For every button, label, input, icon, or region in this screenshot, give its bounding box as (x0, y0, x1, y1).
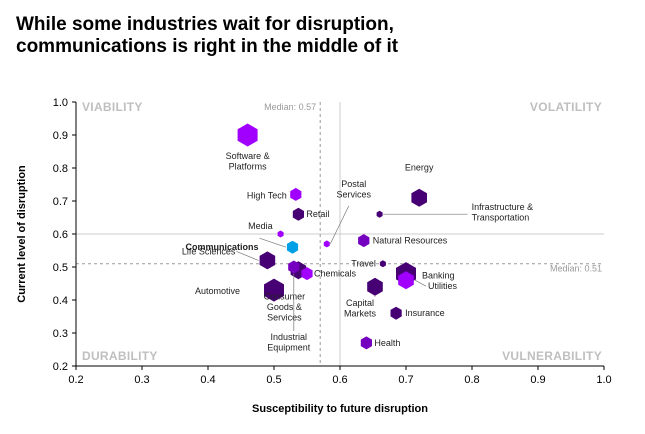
data-label: Infrastructure & (472, 202, 534, 212)
median-x-label: Median: 0.57 (264, 102, 316, 112)
data-point (323, 240, 330, 248)
x-tick-label: 0.6 (332, 374, 347, 386)
leader-line (236, 251, 259, 261)
data-label: Health (374, 338, 400, 348)
data-label: Energy (405, 163, 434, 173)
data-point (264, 278, 284, 302)
y-tick-label: 0.6 (53, 229, 68, 241)
y-tick-label: 0.7 (53, 196, 68, 208)
data-label: Transportation (472, 213, 530, 223)
data-label: Chemicals (314, 269, 357, 279)
data-point (358, 234, 370, 248)
data-label: Capital (346, 298, 374, 308)
quadrant-label-viability: VIABILITY (82, 100, 143, 114)
data-label: Services (267, 312, 302, 322)
data-point (411, 188, 427, 207)
y-tick-label: 0.4 (53, 295, 68, 307)
data-point (398, 271, 414, 290)
data-label: Communications (185, 242, 258, 252)
y-tick-label: 0.2 (53, 361, 68, 373)
leader-line (259, 237, 287, 248)
x-tick-label: 0.7 (398, 374, 413, 386)
data-point (290, 187, 302, 201)
data-label: Media (248, 221, 273, 231)
data-point (360, 336, 372, 350)
x-tick-label: 1.0 (596, 374, 611, 386)
x-tick-label: 0.2 (68, 374, 83, 386)
data-label: Natural Resources (373, 236, 448, 246)
data-label: Life Sciences (182, 246, 236, 256)
data-label: Equipment (267, 343, 311, 353)
data-label: Platforms (229, 162, 268, 172)
x-tick-label: 0.4 (200, 374, 215, 386)
chart-title: While some industries wait for disruptio… (16, 14, 398, 58)
data-point (367, 277, 383, 296)
data-label: Retail (306, 209, 329, 219)
data-point (292, 207, 304, 221)
data-label: Banking (422, 271, 455, 281)
title-line-1: While some industries wait for disruptio… (16, 14, 394, 35)
quadrant-label-durability: DURABILITY (82, 349, 158, 363)
y-tick-label: 0.3 (53, 328, 68, 340)
data-point (237, 123, 258, 147)
data-label: Services (337, 189, 372, 199)
data-label: Insurance (405, 308, 445, 318)
data-label: High Tech (247, 190, 287, 200)
data-label: Utilities (428, 281, 458, 291)
data-point (288, 260, 300, 274)
data-point (259, 251, 276, 270)
x-tick-label: 0.5 (266, 374, 281, 386)
quadrant-label-volatility: VOLATILITY (530, 100, 602, 114)
data-label: Markets (344, 308, 377, 318)
data-label: Postal (341, 179, 366, 189)
data-label: Consumer (264, 291, 306, 301)
quadrant-label-vulnerability: VULNERABILITY (502, 349, 602, 363)
data-label: Industrial (271, 332, 308, 342)
y-tick-label: 0.9 (53, 130, 68, 142)
y-axis-title: Current level of disruption (16, 165, 28, 303)
data-point (390, 306, 402, 320)
x-tick-label: 0.3 (134, 374, 149, 386)
x-tick-label: 0.9 (530, 374, 545, 386)
data-label: Goods & (267, 302, 302, 312)
data-point (286, 240, 299, 254)
data-point (301, 267, 313, 281)
data-point (277, 230, 284, 238)
x-axis-title: Susceptibility to future disruption (252, 403, 428, 415)
data-label: Travel (351, 259, 376, 269)
x-tick-label: 0.8 (464, 374, 479, 386)
data-label: Software & (226, 151, 270, 161)
y-tick-label: 0.8 (53, 163, 68, 175)
median-y-label: Median: 0.51 (550, 264, 602, 274)
y-tick-label: 0.5 (53, 262, 68, 274)
data-point (376, 210, 383, 218)
data-label: Automotive (195, 286, 240, 296)
leader-line (329, 205, 350, 245)
title-line-2: communications is right in the middle of… (16, 36, 399, 57)
leader-line (414, 279, 427, 287)
y-tick-label: 1.0 (53, 97, 68, 109)
data-point (379, 260, 386, 268)
